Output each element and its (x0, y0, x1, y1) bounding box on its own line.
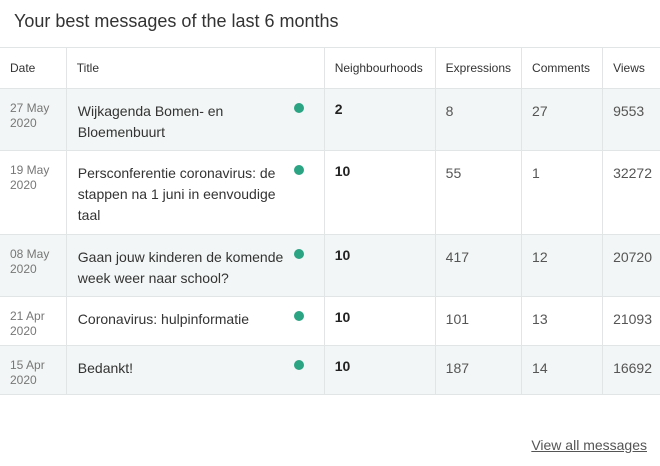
row-title[interactable]: Persconferentie coronavirus: de stappen … (77, 165, 276, 223)
row-title[interactable]: Bedankt! (77, 360, 134, 376)
row-title[interactable]: Wijkagenda Bomen- en Bloemenbuurt (77, 103, 224, 140)
row-neighbourhoods: 10 (324, 150, 436, 235)
row-title-cell[interactable]: Bedankt! (66, 345, 325, 395)
row-views: 16692 (602, 345, 660, 395)
row-date: 08 May 2020 (0, 234, 67, 297)
row-neighbourhoods: 2 (324, 88, 436, 151)
row-title-cell[interactable]: Persconferentie coronavirus: de stappen … (66, 150, 325, 235)
row-expressions: 55 (435, 150, 523, 235)
status-dot-icon (293, 360, 304, 370)
table-row[interactable]: 08 May 2020 Gaan jouw kinderen de komend… (0, 234, 660, 297)
row-views: 9553 (602, 88, 660, 151)
row-comments: 1 (521, 150, 604, 235)
row-title[interactable]: Gaan jouw kinderen de komende week weer … (77, 249, 284, 286)
row-comments: 14 (521, 345, 604, 395)
row-comments: 27 (521, 88, 604, 151)
row-expressions: 101 (435, 296, 523, 346)
row-expressions: 8 (435, 88, 523, 151)
row-comments: 12 (521, 234, 604, 297)
row-title-cell[interactable]: Wijkagenda Bomen- en Bloemenbuurt (66, 88, 325, 151)
column-header-views: Views (602, 47, 660, 89)
column-header-expressions: Expressions (435, 47, 523, 89)
table-header-row: Date Title Neighbourhoods Expressions Co… (0, 47, 660, 89)
row-date: 21 Apr 2020 (0, 296, 67, 346)
row-expressions: 417 (435, 234, 523, 297)
row-views: 20720 (602, 234, 660, 297)
row-title[interactable]: Coronavirus: hulpinformatie (77, 311, 249, 327)
messages-table: Date Title Neighbourhoods Expressions Co… (0, 47, 660, 395)
row-views: 21093 (602, 296, 660, 346)
table-row[interactable]: 27 May 2020 Wijkagenda Bomen- en Bloemen… (0, 88, 660, 151)
row-comments: 13 (521, 296, 604, 346)
column-header-date: Date (0, 47, 67, 89)
status-dot-icon (293, 311, 304, 321)
status-dot-icon (293, 165, 304, 175)
row-neighbourhoods: 10 (324, 296, 436, 346)
column-header-neighbourhoods: Neighbourhoods (324, 47, 436, 89)
column-header-comments: Comments (521, 47, 604, 89)
row-views: 32272 (602, 150, 660, 235)
row-neighbourhoods: 10 (324, 345, 436, 395)
row-neighbourhoods: 10 (324, 234, 436, 297)
section-title: Your best messages of the last 6 months (14, 11, 339, 31)
table-row[interactable]: 15 Apr 2020 Bedankt! 10 187 14 16692 (0, 345, 660, 395)
status-dot-icon (293, 249, 304, 259)
table-row[interactable]: 19 May 2020 Persconferentie coronavirus:… (0, 150, 660, 235)
column-header-title: Title (66, 47, 325, 89)
row-expressions: 187 (435, 345, 523, 395)
row-date: 19 May 2020 (0, 150, 67, 235)
status-dot-icon (293, 103, 304, 113)
row-title-cell[interactable]: Coronavirus: hulpinformatie (66, 296, 325, 346)
view-all-messages-link[interactable]: View all messages (531, 437, 647, 453)
table-row[interactable]: 21 Apr 2020 Coronavirus: hulpinformatie … (0, 296, 660, 346)
row-title-cell[interactable]: Gaan jouw kinderen de komende week weer … (66, 234, 325, 297)
row-date: 15 Apr 2020 (0, 345, 67, 395)
row-date: 27 May 2020 (0, 88, 67, 151)
